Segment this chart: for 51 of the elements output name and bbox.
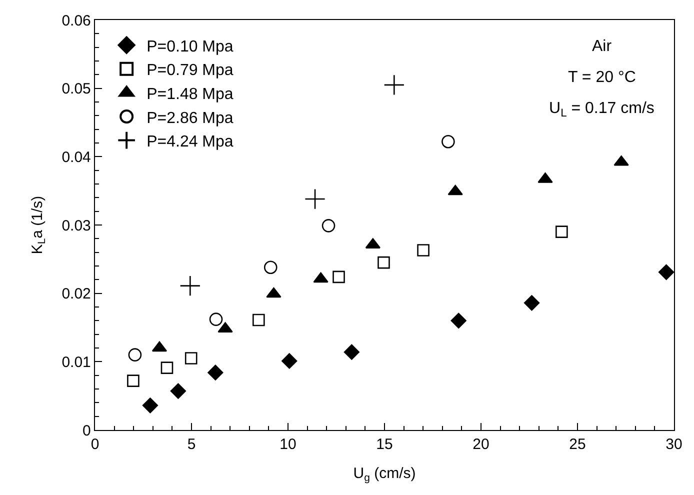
point	[208, 364, 224, 380]
point	[282, 353, 298, 369]
point	[450, 312, 466, 328]
y-tick-label: 0.02	[62, 286, 91, 303]
point	[332, 270, 345, 284]
point	[128, 348, 142, 362]
point	[614, 155, 629, 166]
legend-label: P=0.79 Mpa	[146, 62, 234, 80]
point	[322, 219, 336, 232]
y-tick-label: 0	[82, 422, 91, 440]
annotation: Air	[592, 38, 612, 55]
point	[304, 188, 326, 210]
point	[142, 398, 158, 414]
point	[264, 260, 278, 274]
y-tick-label: 0.06	[62, 12, 91, 30]
y-tick-label: 0.05	[62, 80, 91, 98]
point	[160, 362, 174, 374]
point	[556, 226, 568, 238]
point	[448, 184, 463, 196]
point	[442, 134, 455, 148]
annotation: T = 20 °C	[568, 69, 636, 86]
point	[209, 312, 223, 326]
legend-label: P=2.86 Mpa	[146, 110, 234, 127]
point	[180, 275, 201, 296]
point	[170, 383, 186, 399]
point	[524, 295, 540, 311]
x-axis-title: U$_{g}$ (cm/s)	[353, 465, 416, 484]
point	[658, 264, 674, 280]
point	[344, 344, 360, 360]
x-tick-label: 25	[569, 436, 586, 454]
legend-label: P=1.48 Mpa	[146, 86, 234, 103]
x-tick-label: 20	[472, 436, 490, 454]
y-tick-label: 0.03	[62, 217, 91, 234]
legend-label: P=4.24 Mpa	[146, 134, 234, 151]
x-tick-label: 5	[187, 436, 196, 454]
point	[417, 244, 430, 256]
x-tick-label: 30	[666, 436, 682, 454]
point	[384, 74, 405, 96]
legend-label: P=0.10 Mpa	[146, 38, 234, 56]
point	[252, 314, 265, 326]
point	[266, 287, 282, 298]
point	[127, 374, 140, 387]
point	[218, 322, 233, 333]
y-tick-label: 0.01	[62, 354, 91, 371]
x-tick-label: 15	[376, 436, 393, 454]
y-tick-label: 0.04	[62, 148, 91, 166]
annotation: U$_{L}$ = 0.17 cm/s	[549, 100, 654, 120]
point	[313, 272, 328, 283]
point	[184, 352, 198, 364]
x-tick-label: 10	[280, 436, 296, 454]
point	[378, 256, 390, 269]
